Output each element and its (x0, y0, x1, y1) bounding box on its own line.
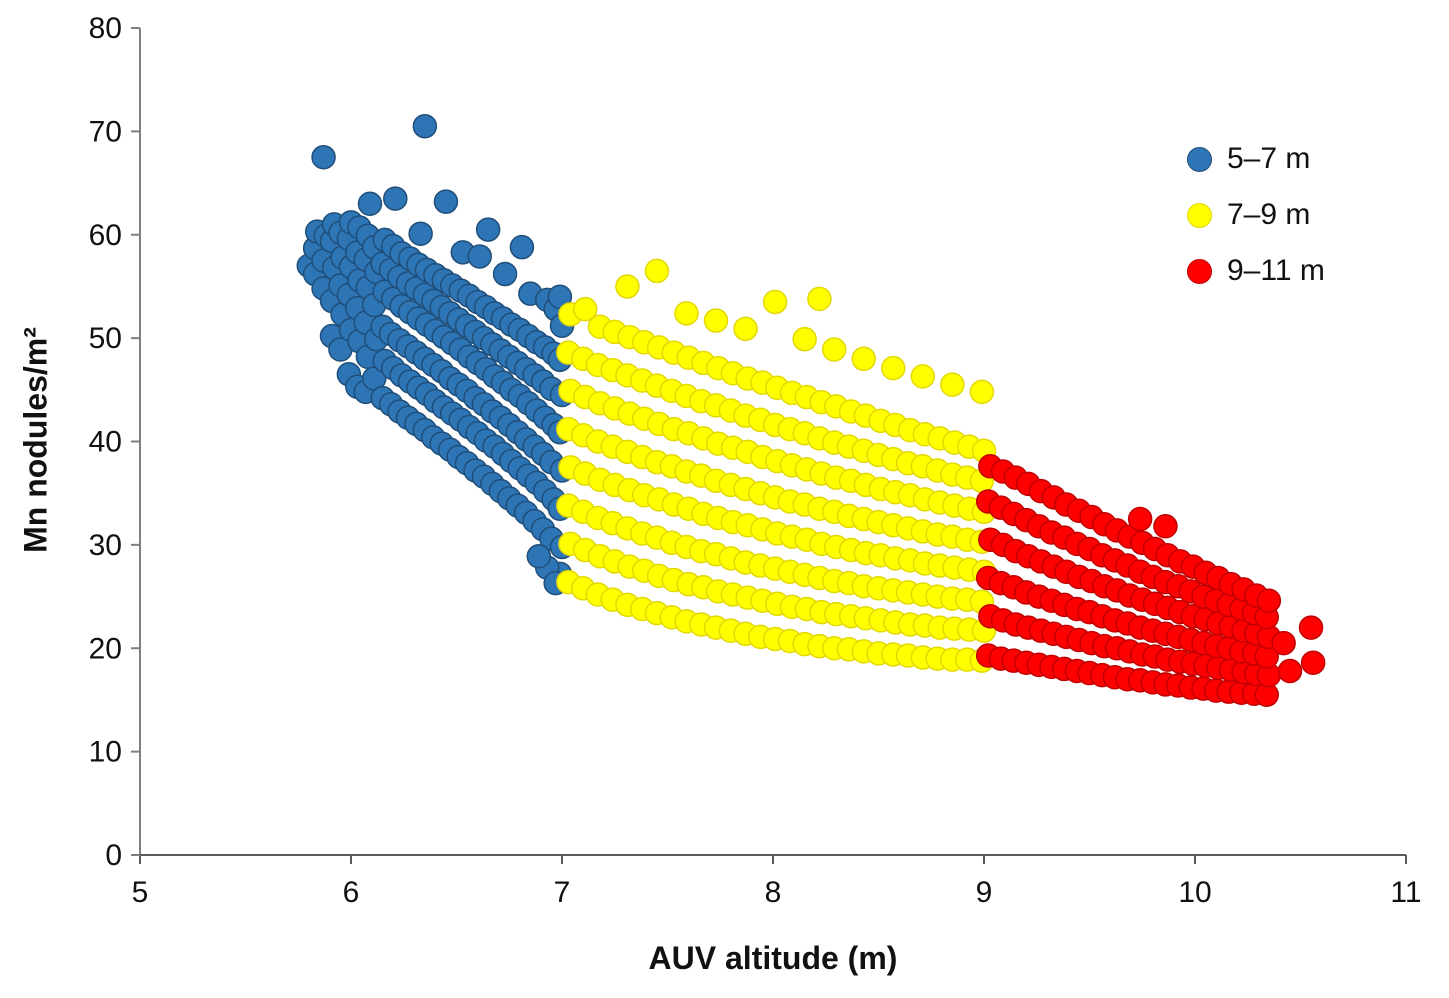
legend: 5–7 m 7–9 m 9–11 m (1187, 142, 1325, 288)
svg-text:10: 10 (89, 736, 122, 769)
svg-text:0: 0 (105, 839, 122, 872)
svg-text:20: 20 (89, 632, 122, 665)
svg-text:70: 70 (89, 115, 122, 148)
legend-item-9-11m: 9–11 m (1187, 254, 1325, 288)
svg-text:30: 30 (89, 529, 122, 562)
legend-item-7-9m: 7–9 m (1187, 198, 1325, 232)
y-axis-title: Mn nodules/m² (17, 327, 54, 553)
svg-text:7: 7 (554, 876, 571, 909)
legend-dot-yellow-icon (1187, 202, 1212, 228)
legend-item-5-7m: 5–7 m (1187, 142, 1325, 176)
legend-dot-blue-icon (1187, 146, 1212, 172)
x-axis-title: AUV altitude (m) (648, 940, 898, 976)
svg-text:11: 11 (1390, 876, 1421, 909)
svg-text:5: 5 (132, 876, 149, 909)
svg-text:8: 8 (765, 876, 782, 909)
legend-label-7-9m: 7–9 m (1227, 198, 1311, 231)
legend-label-9-11m: 9–11 m (1227, 254, 1325, 287)
svg-text:80: 80 (89, 12, 122, 45)
svg-text:50: 50 (89, 322, 122, 355)
svg-text:9: 9 (976, 876, 993, 909)
svg-text:10: 10 (1178, 876, 1211, 909)
svg-text:6: 6 (343, 876, 360, 909)
legend-label-5-7m: 5–7 m (1227, 142, 1311, 175)
legend-dot-red-icon (1187, 258, 1212, 284)
svg-text:40: 40 (89, 426, 122, 459)
svg-text:60: 60 (89, 219, 122, 252)
